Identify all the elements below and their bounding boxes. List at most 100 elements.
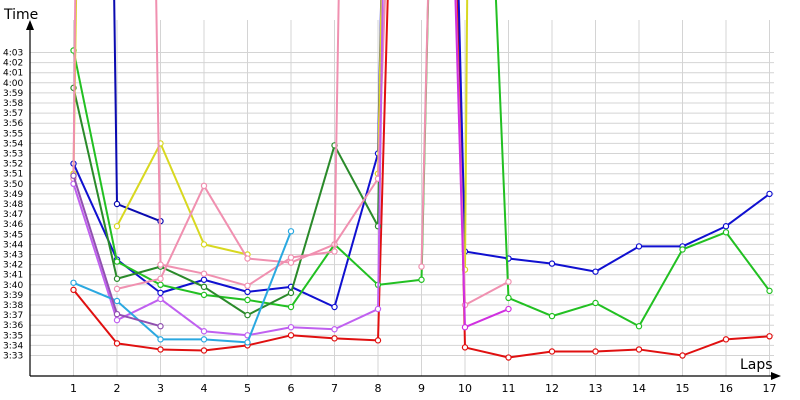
y-tick-label: 3:36: [3, 321, 23, 331]
data-point: [157, 336, 164, 343]
data-point: [679, 246, 686, 253]
data-point: [505, 354, 512, 361]
x-tick-label: 6: [288, 382, 295, 395]
data-point: [548, 348, 556, 355]
data-point: [722, 223, 730, 230]
series-12: [418, 0, 429, 270]
data-point: [287, 324, 295, 331]
y-tick-label: 3:52: [3, 160, 23, 170]
data-point: [157, 323, 164, 330]
x-tick-label: 3: [157, 382, 164, 395]
data-point: [244, 296, 251, 304]
data-point: [244, 339, 251, 346]
y-tick-label: 3:51: [3, 170, 23, 180]
x-tick-label: 17: [763, 382, 777, 395]
data-point: [287, 303, 295, 311]
data-point: [157, 295, 164, 303]
data-point: [766, 190, 773, 198]
data-point: [592, 348, 599, 355]
data-point: [548, 260, 556, 267]
data-point: [157, 346, 164, 353]
data-point: [287, 228, 295, 235]
data-point: [331, 248, 338, 255]
data-point: [157, 275, 164, 282]
data-point: [200, 276, 208, 283]
y-tick-label: 3:44: [3, 240, 23, 250]
series-layer: [70, 0, 773, 361]
x-tick-label: 13: [589, 382, 603, 395]
y-tick-label: 3:43: [3, 251, 23, 261]
data-point: [200, 347, 208, 354]
data-point: [287, 332, 295, 339]
series-line: [377, 0, 383, 174]
series-4: [70, 0, 383, 319]
axes: Time Laps: [3, 7, 781, 380]
data-point: [113, 258, 121, 265]
tick-labels: 3:333:343:353:363:373:383:393:403:413:42…: [3, 49, 777, 396]
data-point: [766, 287, 773, 295]
data-point: [766, 333, 773, 340]
x-tick-label: 2: [114, 382, 121, 395]
x-tick-label: 4: [201, 382, 208, 395]
data-point: [113, 200, 121, 208]
y-tick-label: 3:54: [3, 139, 23, 149]
series-line: [72, 0, 771, 309]
series-line: [420, 0, 429, 267]
y-axis-title: Time: [3, 7, 38, 23]
x-tick-label: 8: [375, 382, 382, 395]
data-point: [287, 289, 295, 297]
data-point: [722, 229, 730, 236]
y-tick-label: 3:37: [3, 311, 23, 321]
y-tick-label: 3:40: [3, 281, 23, 291]
data-point: [200, 270, 208, 277]
data-point: [505, 278, 512, 285]
data-point: [635, 346, 643, 353]
x-axis-title: Laps: [740, 357, 773, 373]
y-tick-label: 3:56: [3, 119, 23, 129]
x-tick-label: 14: [632, 382, 646, 395]
data-point: [331, 335, 338, 342]
y-tick-label: 3:39: [3, 291, 23, 301]
data-point: [113, 285, 121, 293]
y-tick-label: 3:48: [3, 200, 23, 210]
data-point: [113, 297, 121, 305]
data-point: [679, 352, 686, 359]
data-point: [200, 328, 208, 335]
data-point: [461, 324, 469, 331]
series-line: [72, 0, 77, 179]
data-point: [722, 336, 730, 343]
y-tick-label: 3:57: [3, 109, 23, 119]
x-tick-label: 15: [676, 382, 690, 395]
data-point: [374, 337, 382, 344]
data-point: [157, 281, 164, 288]
y-tick-label: 4:01: [3, 69, 23, 79]
y-axis-arrow: [26, 20, 34, 30]
x-tick-label: 7: [331, 382, 338, 395]
data-point: [113, 310, 121, 318]
x-tick-label: 9: [418, 382, 425, 395]
series-17: [70, 172, 164, 330]
y-tick-label: 3:46: [3, 220, 23, 230]
data-point: [244, 282, 251, 290]
data-point: [70, 172, 77, 179]
x-tick-label: 1: [70, 382, 77, 395]
series-11: [155, 0, 340, 290]
series-line: [73, 230, 292, 344]
series-line: [116, 142, 248, 256]
series-6: [113, 140, 251, 258]
y-tick-label: 3:41: [3, 271, 23, 281]
data-point: [331, 303, 338, 311]
series-0: [70, 0, 773, 361]
series-14: [454, 0, 512, 331]
data-point: [200, 182, 208, 190]
y-tick-label: 4:02: [3, 59, 23, 69]
data-point: [505, 294, 512, 302]
data-point: [244, 288, 251, 296]
x-tick-label: 10: [458, 382, 472, 395]
data-point: [287, 259, 295, 266]
data-point: [418, 263, 425, 270]
y-tick-label: 3:59: [3, 89, 23, 99]
data-point: [200, 283, 208, 291]
x-axis-arrow: [771, 372, 781, 380]
data-point: [418, 276, 425, 283]
